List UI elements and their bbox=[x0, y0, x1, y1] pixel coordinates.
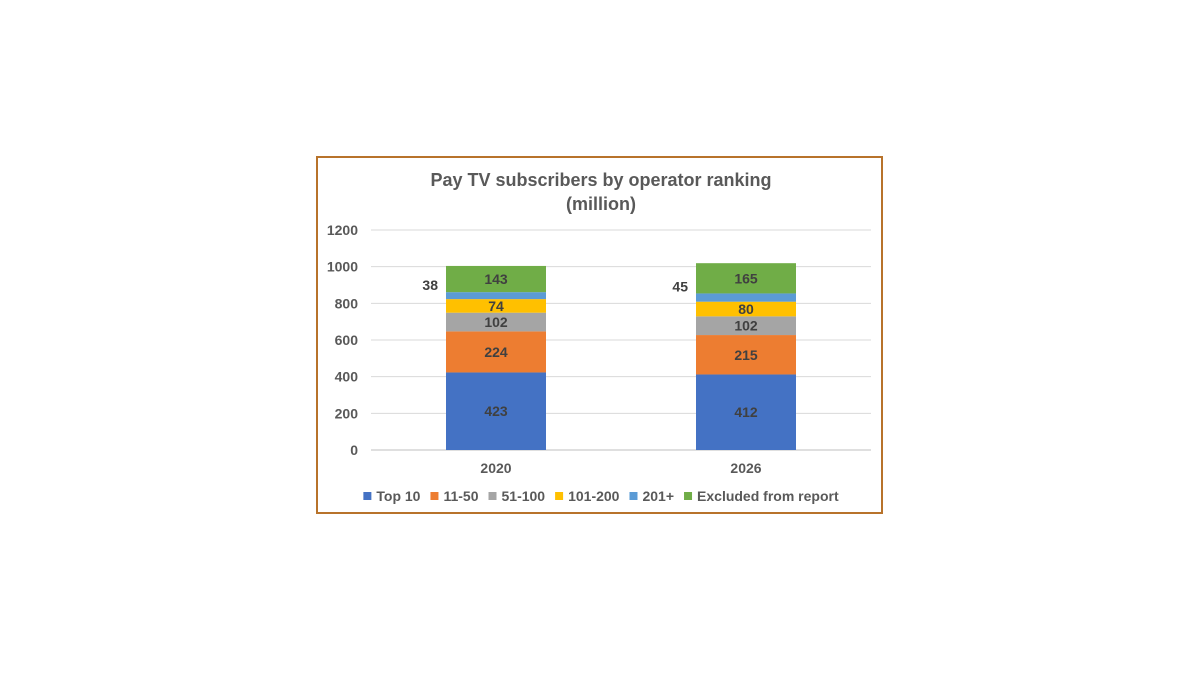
legend-label: Excluded from report bbox=[697, 488, 839, 504]
y-tick-label: 1200 bbox=[327, 222, 358, 238]
legend-swatch bbox=[629, 492, 638, 500]
chart-subtitle: (million) bbox=[566, 194, 636, 214]
legend-label: Top 10 bbox=[376, 488, 420, 504]
x-tick-label: 2026 bbox=[730, 460, 761, 476]
data-label: 224 bbox=[484, 344, 508, 360]
chart-frame: Pay TV subscribers by operator ranking (… bbox=[316, 156, 883, 514]
y-tick-label: 0 bbox=[350, 442, 358, 458]
y-tick-label: 400 bbox=[335, 369, 359, 385]
data-label: 80 bbox=[738, 301, 754, 317]
data-label: 165 bbox=[734, 270, 758, 286]
bar-segment bbox=[446, 299, 546, 313]
y-tick-label: 1000 bbox=[327, 259, 358, 275]
bar-segment bbox=[696, 335, 796, 375]
bar-segment bbox=[696, 374, 796, 450]
data-label: 215 bbox=[734, 347, 758, 363]
data-label: 38 bbox=[422, 277, 438, 293]
y-tick-label: 200 bbox=[335, 405, 359, 421]
bar-segment bbox=[446, 292, 546, 300]
legend-swatch bbox=[363, 492, 372, 500]
legend-swatch bbox=[488, 492, 497, 500]
legend-label: 51-100 bbox=[502, 488, 546, 504]
data-label: 45 bbox=[672, 278, 688, 294]
data-label: 102 bbox=[484, 314, 508, 330]
bar-segment bbox=[696, 316, 796, 336]
chart-title: Pay TV subscribers by operator ranking bbox=[430, 170, 771, 190]
legend-label: 101-200 bbox=[568, 488, 620, 504]
stacked-bar-chart: Pay TV subscribers by operator ranking (… bbox=[327, 170, 871, 504]
y-tick-label: 800 bbox=[335, 295, 359, 311]
bar-segment bbox=[446, 331, 546, 373]
legend-label: 11-50 bbox=[443, 488, 478, 504]
x-tick-label: 2020 bbox=[480, 460, 511, 476]
data-label: 102 bbox=[734, 318, 758, 334]
bar-segment bbox=[696, 301, 796, 317]
legend-swatch bbox=[430, 492, 439, 500]
bar-segment bbox=[446, 265, 546, 293]
data-label: 74 bbox=[488, 298, 504, 314]
legend-swatch bbox=[555, 492, 564, 500]
data-label: 423 bbox=[484, 403, 508, 419]
bar-segment bbox=[696, 293, 796, 302]
data-label: 143 bbox=[484, 271, 508, 287]
legend-swatch bbox=[684, 492, 693, 500]
bar-segment bbox=[696, 263, 796, 294]
bar-segment bbox=[446, 312, 546, 332]
y-tick-label: 600 bbox=[335, 332, 359, 348]
bar-segment bbox=[446, 372, 546, 450]
data-label: 412 bbox=[734, 404, 758, 420]
legend-label: 201+ bbox=[642, 488, 674, 504]
